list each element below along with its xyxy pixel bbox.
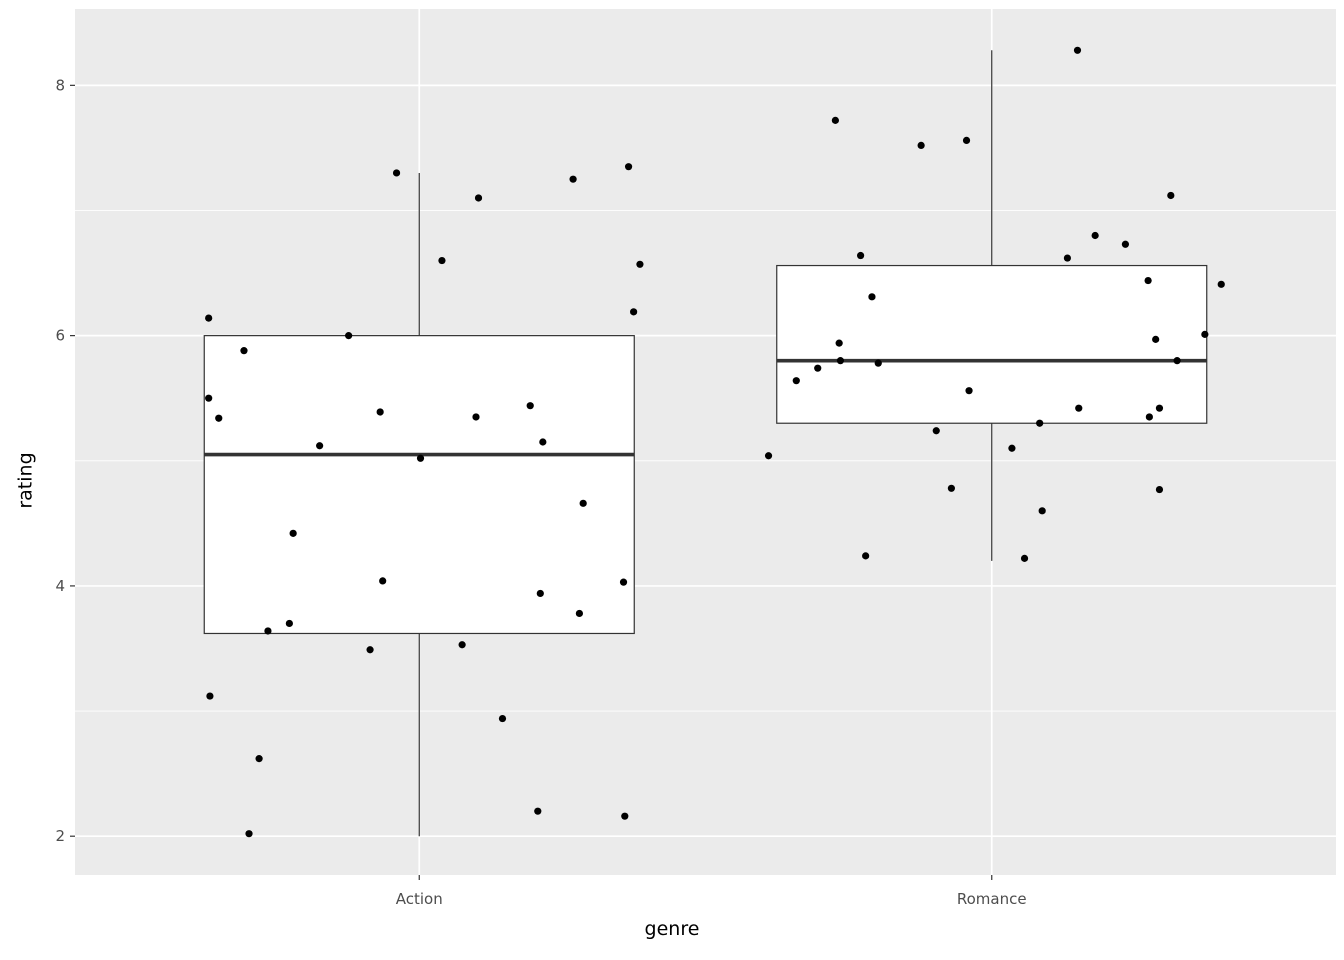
y-tick-label: 4 [55, 577, 65, 595]
box-action [203, 335, 635, 635]
jitter-point [1075, 404, 1083, 412]
jitter-point [526, 402, 534, 410]
jitter-point [630, 308, 638, 316]
jitter-point [575, 609, 584, 618]
jitter-point [416, 454, 425, 462]
jitter-point [835, 339, 843, 347]
x-tick-label: Romance [957, 890, 1027, 908]
jitter-point [831, 116, 839, 124]
y-tick-label: 8 [55, 76, 65, 94]
box-romance [776, 264, 1208, 424]
jitter-point [1155, 404, 1164, 412]
jitter-point [240, 347, 248, 355]
jitter-point [316, 442, 324, 450]
jitter-point [1217, 280, 1225, 288]
jitter-point [624, 163, 633, 171]
y-axis-title-text: rating [14, 451, 37, 509]
jitter-point [376, 408, 384, 416]
jitter-point [1144, 276, 1152, 285]
jitter-point [1121, 240, 1130, 248]
jitter-point [1008, 444, 1016, 452]
jitter-point [539, 438, 547, 446]
jitter-point [1167, 191, 1175, 200]
y-axis-title: rating [14, 0, 38, 960]
jitter-point [245, 830, 253, 838]
jitter-point [1063, 254, 1072, 262]
jitter-point [1173, 357, 1181, 365]
jitter-point [1073, 46, 1082, 54]
jitter-point [474, 194, 483, 202]
jitter-point [264, 627, 272, 635]
jitter-point [345, 332, 353, 340]
jitter-point [1038, 507, 1046, 515]
jitter-point [1201, 330, 1209, 338]
jitter-point [917, 141, 925, 150]
jitter-point [206, 692, 214, 700]
jitter-point [1036, 419, 1044, 427]
jitter-point [962, 136, 971, 145]
jitter-point [932, 427, 940, 435]
jitter-point [764, 452, 773, 460]
jitter-point [621, 812, 629, 820]
jitter-point [205, 394, 213, 402]
y-tick-label: 6 [55, 327, 65, 345]
jitter-point [569, 175, 577, 183]
jitter-point [458, 641, 466, 649]
jitter-point [792, 377, 800, 385]
jitter-point [836, 357, 845, 365]
x-axis-title: genre [644, 918, 700, 940]
jitter-point [1152, 335, 1160, 343]
jitter-point [619, 578, 628, 586]
jitter-point [438, 256, 446, 265]
x-tick-label: Action [396, 890, 443, 908]
jitter-point [636, 260, 644, 268]
jitter-point [255, 755, 263, 763]
jitter-point [289, 529, 297, 537]
jitter-point [472, 413, 480, 421]
jitter-point [534, 807, 542, 815]
jitter-point [536, 589, 544, 598]
jitter-point [947, 484, 955, 492]
jitter-point [868, 293, 876, 301]
jitter-point [1020, 554, 1029, 562]
jitter-point [1091, 231, 1099, 240]
jitter-point [857, 251, 865, 260]
jitter-point [874, 359, 882, 367]
jitter-point [579, 499, 587, 507]
jitter-point [379, 577, 387, 585]
jitter-point [1145, 413, 1153, 421]
jitter-point [366, 646, 374, 654]
jitter-point [965, 387, 973, 395]
jitter-point [285, 619, 293, 628]
jitter-point [1155, 485, 1164, 494]
jitter-point [205, 314, 213, 322]
jitter-point [498, 714, 507, 723]
y-tick-label: 2 [55, 827, 65, 845]
jitter-point [215, 414, 223, 422]
jitter-point [814, 364, 822, 372]
jitter-point [862, 552, 870, 560]
jitter-point [392, 169, 401, 177]
